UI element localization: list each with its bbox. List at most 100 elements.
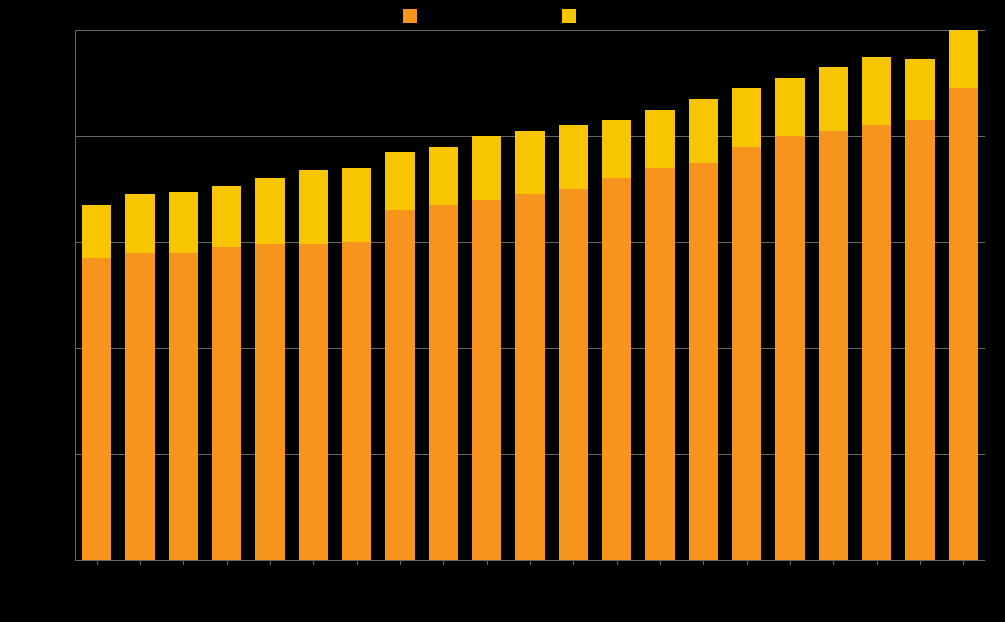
bar-segment-series-1 xyxy=(255,244,284,560)
bar xyxy=(82,205,111,560)
bar-segment-series-1 xyxy=(602,178,631,560)
bar-segment-series-1 xyxy=(515,194,544,560)
gridline xyxy=(75,30,985,31)
x-tick xyxy=(487,560,488,565)
x-tick xyxy=(530,560,531,565)
bar-segment-series-1 xyxy=(862,125,891,560)
x-tick xyxy=(790,560,791,565)
bar-segment-series-1 xyxy=(429,205,458,560)
x-tick xyxy=(963,560,964,565)
bar xyxy=(602,120,631,560)
y-tick-label: 0 xyxy=(62,553,75,567)
bar-segment-series-2 xyxy=(819,67,848,131)
bar xyxy=(689,99,718,560)
x-tick xyxy=(877,560,878,565)
x-tick xyxy=(400,560,401,565)
bar xyxy=(212,186,241,560)
bar-segment-series-1 xyxy=(125,253,154,560)
bar-segment-series-2 xyxy=(559,125,588,189)
y-tick-label: 1 xyxy=(62,447,75,461)
bar-segment-series-1 xyxy=(559,189,588,560)
bar-segment-series-1 xyxy=(689,163,718,561)
x-tick xyxy=(747,560,748,565)
bar-segment-series-2 xyxy=(212,186,241,247)
bar-segment-series-2 xyxy=(169,192,198,252)
bar-segment-series-2 xyxy=(515,131,544,195)
bar xyxy=(385,152,414,560)
legend-label: Series 2 xyxy=(584,8,632,23)
bar-segment-series-2 xyxy=(645,110,674,168)
legend-swatch xyxy=(403,9,417,23)
y-tick-label: 4 xyxy=(62,129,75,143)
bar xyxy=(905,59,934,560)
bar-segment-series-1 xyxy=(82,258,111,560)
bar xyxy=(732,88,761,560)
stacked-bar-chart: 0 1 2 3 4 5 Series 1 Series 2 xyxy=(0,0,1005,622)
bar-segment-series-1 xyxy=(169,253,198,560)
bar-segment-series-1 xyxy=(212,247,241,560)
bar-segment-series-2 xyxy=(385,152,414,210)
bar-segment-series-2 xyxy=(342,168,371,242)
bar-segment-series-2 xyxy=(862,57,891,126)
bar xyxy=(645,110,674,560)
bar xyxy=(169,192,198,560)
bar xyxy=(472,136,501,560)
x-tick xyxy=(270,560,271,565)
legend: Series 1 Series 2 xyxy=(403,8,632,23)
y-tick-label: 3 xyxy=(62,235,75,249)
x-tick xyxy=(313,560,314,565)
bar-segment-series-1 xyxy=(775,136,804,560)
bar-segment-series-2 xyxy=(775,78,804,136)
bar-segment-series-2 xyxy=(905,59,934,120)
bar xyxy=(559,125,588,560)
bar-segment-series-2 xyxy=(602,120,631,178)
bar-segment-series-2 xyxy=(255,178,284,244)
x-tick xyxy=(357,560,358,565)
bar-segment-series-2 xyxy=(689,99,718,163)
y-tick-label: 5 xyxy=(62,23,75,37)
y-axis-line xyxy=(75,30,76,560)
legend-item: Series 2 xyxy=(562,8,632,23)
bar xyxy=(819,67,848,560)
bar xyxy=(515,131,544,560)
bar-segment-series-2 xyxy=(949,30,978,88)
x-tick xyxy=(617,560,618,565)
x-tick xyxy=(703,560,704,565)
x-tick xyxy=(227,560,228,565)
bar xyxy=(862,57,891,560)
bar xyxy=(775,78,804,560)
bar-segment-series-1 xyxy=(342,242,371,560)
legend-swatch xyxy=(562,9,576,23)
plot-area: 012345Series 1Series 2 xyxy=(75,30,985,560)
bar-segment-series-2 xyxy=(125,194,154,252)
x-tick xyxy=(660,560,661,565)
x-tick xyxy=(833,560,834,565)
bar-segment-series-2 xyxy=(82,205,111,258)
bar xyxy=(125,194,154,560)
x-tick xyxy=(183,560,184,565)
bar-segment-series-2 xyxy=(732,88,761,146)
legend-label: Series 1 xyxy=(425,8,473,23)
bar-segment-series-1 xyxy=(385,210,414,560)
bar-segment-series-2 xyxy=(429,147,458,205)
x-tick xyxy=(140,560,141,565)
bar xyxy=(949,30,978,560)
bar xyxy=(299,170,328,560)
x-tick xyxy=(443,560,444,565)
bar xyxy=(255,178,284,560)
bar-segment-series-1 xyxy=(645,168,674,560)
legend-item: Series 1 xyxy=(403,8,473,23)
bar-segment-series-1 xyxy=(299,244,328,560)
bar xyxy=(429,147,458,560)
bar-segment-series-2 xyxy=(299,170,328,244)
x-tick xyxy=(97,560,98,565)
bar-segment-series-1 xyxy=(949,88,978,560)
bar-segment-series-1 xyxy=(472,200,501,560)
bar-segment-series-1 xyxy=(819,131,848,560)
bar-segment-series-1 xyxy=(905,120,934,560)
bar-segment-series-2 xyxy=(472,136,501,200)
bar-segment-series-1 xyxy=(732,147,761,560)
bar xyxy=(342,168,371,560)
y-tick-label: 2 xyxy=(62,341,75,355)
x-tick xyxy=(920,560,921,565)
